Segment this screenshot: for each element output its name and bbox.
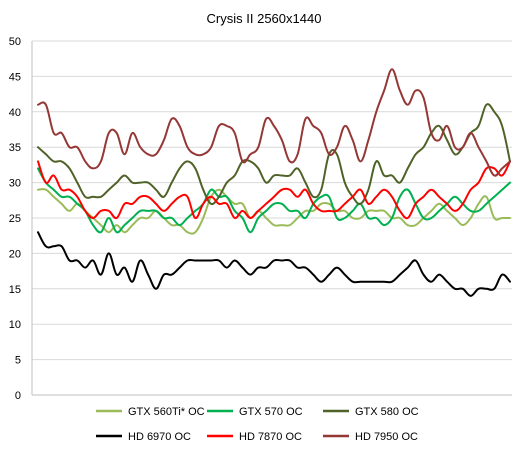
y-tick-label: 25 xyxy=(9,213,21,225)
series-line-4 xyxy=(37,160,511,220)
y-tick-label: 10 xyxy=(9,319,21,331)
y-tick-label: 40 xyxy=(9,107,21,119)
legend-label: HD 7950 OC xyxy=(355,431,418,443)
series-line-2 xyxy=(37,103,511,206)
y-tick-label: 35 xyxy=(9,142,21,154)
legend-label: HD 6970 OC xyxy=(128,431,191,443)
series-line-5 xyxy=(37,68,511,177)
series-line-1 xyxy=(37,167,511,234)
series-line-0 xyxy=(37,188,511,235)
grid-layer xyxy=(31,40,512,396)
y-tick-label: 15 xyxy=(9,284,21,296)
y-tick-label: 5 xyxy=(15,355,21,367)
y-tick-label: 20 xyxy=(9,248,21,260)
y-tick-label: 50 xyxy=(9,36,21,48)
series-line-3 xyxy=(37,231,511,297)
series-layer xyxy=(37,68,511,297)
legend-label: GTX 560Ti* OC xyxy=(128,406,205,418)
legend-label: HD 7870 OC xyxy=(239,431,302,443)
y-axis-ticks: 0 5 10 15 20 25 30 35 40 45 50 xyxy=(9,36,21,402)
legend: GTX 560Ti* OC GTX 570 OC GTX 580 OC HD 6970… xyxy=(96,406,419,443)
chart-title: Crysis II 2560x1440 xyxy=(207,11,322,26)
y-tick-label: 0 xyxy=(15,390,21,402)
y-tick-label: 45 xyxy=(9,71,21,83)
legend-label: GTX 570 OC xyxy=(239,406,303,418)
y-tick-label: 30 xyxy=(9,178,21,190)
legend-label: GTX 580 OC xyxy=(355,406,419,418)
